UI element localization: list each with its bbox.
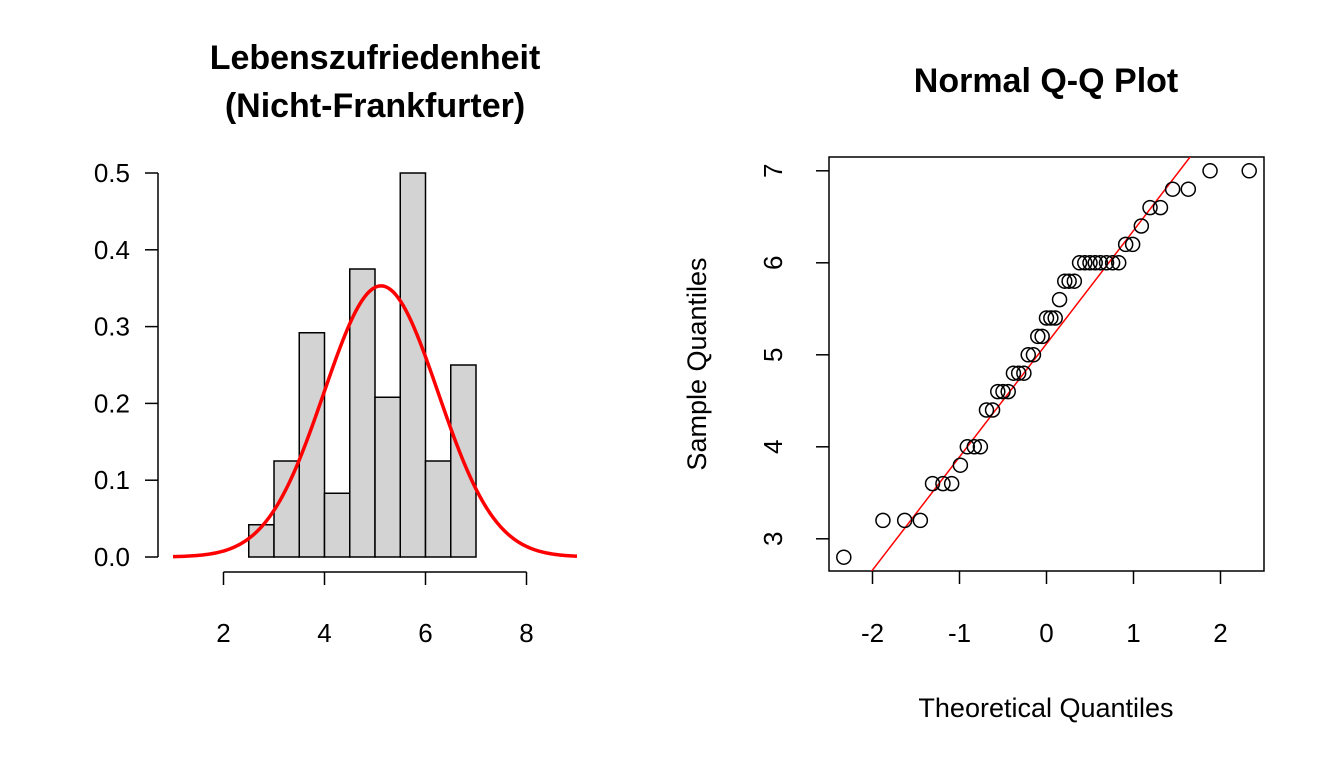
qq-x-axis-label: Theoretical Quantiles [918, 693, 1173, 723]
qq-point [1110, 255, 1127, 271]
qq-points [836, 163, 1257, 565]
hist-bar [298, 331, 326, 558]
qq-point [1133, 218, 1150, 234]
qq-point [924, 475, 941, 492]
hist-x-tick-label: 2 [216, 618, 230, 648]
qq-y-axis: 3 4 5 6 7 [758, 164, 829, 546]
hist-y-tick-label: 0.1 [94, 465, 130, 495]
qq-point [990, 383, 1006, 400]
qq-point [952, 457, 969, 473]
qq-point [1034, 328, 1050, 345]
qq-point [943, 475, 960, 492]
qq-point [1016, 365, 1032, 381]
qq-point [912, 512, 929, 529]
qq-point [1087, 255, 1103, 271]
qq-point [1142, 199, 1158, 216]
qq-point [1005, 365, 1022, 381]
qq-y-tick-label: 5 [758, 348, 788, 362]
hist-bar [323, 492, 351, 558]
hist-title-line-1: Lebenszufriedenheit [210, 39, 541, 77]
hist-x-axis: 2 4 6 8 [216, 571, 534, 648]
qq-x-tick-label: 1 [1126, 618, 1140, 648]
qq-y-axis-label: Sample Quantiles [682, 257, 712, 470]
qq-point [1082, 255, 1098, 271]
hist-x-tick-label: 6 [418, 618, 432, 648]
qq-point [1092, 255, 1109, 271]
hist-x-tick-label: 8 [519, 618, 533, 648]
qq-point [1164, 181, 1181, 197]
qq-point [1010, 365, 1027, 381]
qq-x-tick-label: 2 [1213, 618, 1227, 648]
density-curve-layer [172, 284, 578, 559]
qq-point [1047, 310, 1063, 326]
qq-y-tick-label: 7 [758, 164, 788, 178]
density-curve [172, 284, 578, 559]
qq-point [995, 383, 1011, 400]
qq-point [1117, 236, 1134, 253]
histogram-panel: Lebenszufriedenheit (Nicht-Frankfurter) … [94, 39, 578, 648]
qq-x-tick-label: -2 [861, 618, 884, 648]
qq-point [896, 512, 913, 529]
qq-point [1061, 273, 1077, 289]
hist-x-tick-label: 4 [317, 618, 331, 648]
qq-point [1202, 163, 1218, 179]
qq-reference-line [870, 157, 1192, 571]
hist-bars [248, 172, 477, 558]
qq-x-tick-label: -1 [948, 618, 971, 648]
qq-point [836, 549, 852, 565]
hist-bar [273, 460, 300, 558]
qq-reference-line-layer [870, 157, 1192, 571]
qq-x-axis: -2 -1 0 1 2 [861, 571, 1228, 648]
qq-point [1051, 291, 1068, 308]
qq-title: Normal Q-Q Plot [914, 62, 1178, 100]
qq-point [1057, 273, 1073, 289]
hist-y-tick-label: 0.4 [94, 235, 130, 265]
hist-y-tick-label: 0.2 [94, 388, 130, 418]
qq-point [959, 439, 976, 455]
qq-point [1000, 383, 1016, 400]
qq-point [984, 402, 1001, 418]
qq-point [1124, 236, 1141, 253]
hist-bar [399, 172, 427, 558]
hist-bar [374, 396, 401, 558]
qq-point [966, 439, 983, 455]
qq-point [1104, 255, 1121, 271]
qq-plot-panel: Normal Q-Q Plot -2 -1 0 1 2 3 4 5 6 7 Theoretica… [682, 62, 1265, 723]
qq-point [875, 512, 891, 529]
hist-bar [248, 523, 275, 558]
qq-point [1152, 199, 1169, 216]
qq-point [1098, 255, 1115, 271]
qq-point [935, 475, 951, 492]
qq-point [1025, 347, 1042, 363]
qq-point [1020, 347, 1036, 363]
qq-x-tick-label: 0 [1039, 618, 1053, 648]
qq-point [1180, 181, 1197, 197]
qq-point [972, 439, 989, 455]
qq-point [1077, 255, 1093, 271]
qq-point [1066, 273, 1083, 289]
hist-title-line-2: (Nicht-Frankfurter) [225, 87, 525, 125]
qq-plot-box [828, 156, 1265, 572]
qq-point [1030, 328, 1046, 345]
qq-point [1043, 310, 1059, 326]
qq-point [978, 402, 995, 418]
qq-point [1038, 310, 1055, 326]
hist-y-axis: 0.0 0.1 0.2 0.3 0.4 0.5 [94, 158, 159, 572]
hist-y-tick-label: 0.5 [94, 158, 130, 188]
qq-y-tick-label: 6 [758, 256, 788, 270]
hist-y-tick-label: 0.3 [94, 312, 130, 342]
qq-point [1071, 255, 1088, 271]
hist-bar [424, 460, 452, 558]
hist-y-tick-label: 0.0 [94, 542, 130, 572]
qq-point [1241, 163, 1257, 179]
qq-y-tick-label: 4 [758, 440, 788, 454]
qq-y-tick-label: 3 [758, 532, 788, 546]
